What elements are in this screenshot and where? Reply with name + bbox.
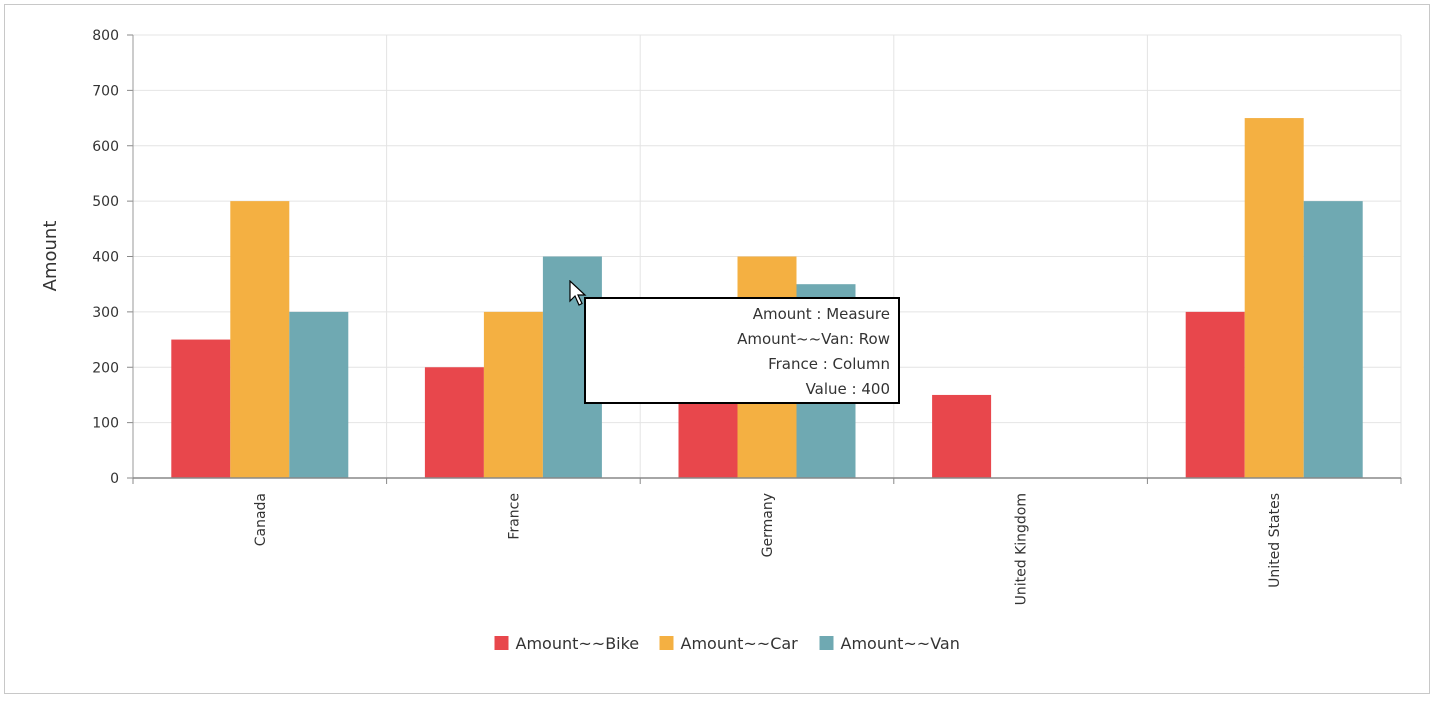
bar-france-amount-car[interactable] <box>483 311 543 478</box>
legend-item[interactable]: Amount~~Car <box>659 634 799 653</box>
tooltip-line-measure: Amount : Measure <box>752 305 890 323</box>
bar-canada-amount-bike[interactable] <box>171 339 231 478</box>
y-tick-label: 0 <box>110 471 119 487</box>
bar-canada-amount-car[interactable] <box>230 201 290 478</box>
y-tick-label: 300 <box>92 305 119 321</box>
bar-united-states-amount-car[interactable] <box>1244 118 1304 478</box>
tooltip-line-row: Amount~~Van: Row <box>737 330 890 348</box>
bar-united-states-amount-van[interactable] <box>1303 201 1363 478</box>
tooltip-line-column: France : Column <box>768 355 890 373</box>
y-tick-label: 600 <box>92 139 119 155</box>
bar-canada-amount-van[interactable] <box>289 311 349 478</box>
x-tick-label: Canada <box>253 493 269 546</box>
legend-label: Amount~~Bike <box>516 634 640 653</box>
legend-label: Amount~~Van <box>841 634 960 653</box>
y-tick-label: 100 <box>92 416 119 432</box>
x-tick-label: France <box>506 493 522 540</box>
legend: Amount~~Bike Amount~~Car Amount~~Van <box>494 634 960 653</box>
y-tick-labels: 0 100 200 300 400 500 600 700 800 <box>92 28 119 487</box>
legend-swatch <box>494 636 509 650</box>
y-tick-label: 800 <box>92 28 119 44</box>
tooltip-line-value: Value : 400 <box>805 380 890 398</box>
y-tick-label: 400 <box>92 250 119 266</box>
x-tick-label: United States <box>1267 493 1283 588</box>
legend-item[interactable]: Amount~~Bike <box>494 634 640 653</box>
tooltip: Amount : Measure Amount~~Van: Row France… <box>584 297 900 404</box>
axes <box>127 34 1402 484</box>
legend-swatch <box>819 636 834 650</box>
bar-united-kingdom-amount-bike[interactable] <box>932 394 992 478</box>
x-tick-label: Germany <box>760 493 776 557</box>
x-tick-label: United Kingdom <box>1014 493 1030 605</box>
y-tick-label: 200 <box>92 360 119 376</box>
bar-united-states-amount-bike[interactable] <box>1185 311 1245 478</box>
mouse-pointer-icon <box>569 280 587 306</box>
y-tick-label: 700 <box>92 83 119 99</box>
y-axis-title: Amount <box>40 221 61 292</box>
legend-label: Amount~~Car <box>681 634 799 653</box>
legend-item[interactable]: Amount~~Van <box>819 634 960 653</box>
x-tick-labels: Canada France Germany United Kingdom United … <box>253 493 1283 605</box>
legend-swatch <box>659 636 674 650</box>
y-tick-label: 500 <box>92 194 119 210</box>
bar-france-amount-bike[interactable] <box>424 367 484 478</box>
